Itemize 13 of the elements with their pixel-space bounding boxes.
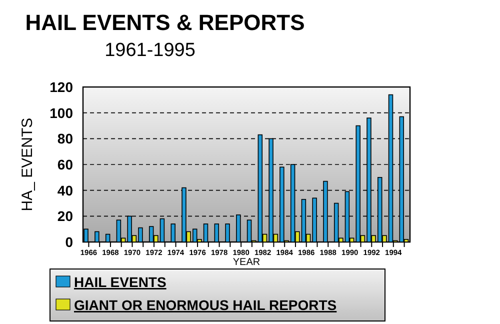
x-axis-title: YEAR — [232, 257, 260, 268]
y-tick-label: 20 — [57, 208, 74, 224]
y-tick-label: 100 — [50, 104, 74, 121]
y-tick-label: 120 — [50, 79, 74, 95]
legend-label: HAIL EVENTS — [74, 274, 166, 290]
y-tick-label: 60 — [57, 156, 74, 172]
y-tick-label: 40 — [57, 182, 74, 198]
legend-label: GIANT OR ENORMOUS HAIL REPORTS — [74, 297, 337, 313]
chart-title: HAIL EVENTS & REPORTS — [25, 10, 305, 35]
y-tick-label: 80 — [57, 130, 74, 147]
y-tick-label: 0 — [65, 234, 74, 250]
chart-subtitle: 1961-1995 — [104, 40, 196, 61]
y-axis-title: HA_ EVENTS — [19, 118, 36, 212]
